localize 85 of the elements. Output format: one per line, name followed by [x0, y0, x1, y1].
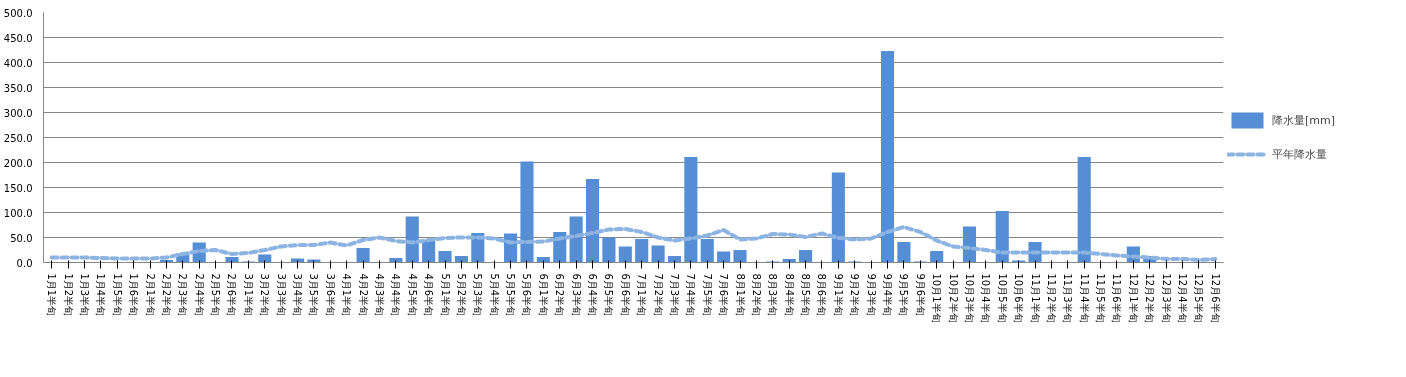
y-tick-label: 400.0 — [3, 57, 33, 69]
legend-label: 平年降水量 — [1272, 146, 1327, 162]
x-tick-label: 1月4半旬 — [95, 273, 107, 317]
x-tick-label: 6月5半旬 — [603, 273, 615, 317]
x-tick-label: 4月2半旬 — [357, 273, 369, 317]
y-tick-label: 250.0 — [3, 132, 33, 144]
y-tick-label: 50.0 — [10, 232, 33, 244]
x-tick-label: 2月4半旬 — [193, 273, 205, 317]
y-tick-label: 300.0 — [3, 107, 33, 119]
x-tick-label: 4月6半旬 — [423, 273, 435, 317]
x-tick-label: 11月4半旬 — [1078, 273, 1090, 323]
x-tick-label: 7月6半旬 — [718, 273, 730, 317]
x-tick-label: 5月1半旬 — [439, 273, 451, 317]
x-tick-label: 5月6半旬 — [521, 273, 533, 317]
x-tick-label: 9月4半旬 — [882, 273, 894, 317]
x-tick-label: 9月5半旬 — [898, 273, 910, 317]
y-tick-label: 200.0 — [3, 157, 33, 169]
legend-label: 降水量[mm] — [1272, 112, 1336, 128]
y-tick-label: 350.0 — [3, 82, 33, 94]
x-tick-label: 3月2半旬 — [259, 273, 271, 317]
x-tick-label: 2月6半旬 — [226, 273, 238, 317]
x-tick-label: 11月3半旬 — [1062, 273, 1074, 323]
x-tick-label: 1月2半旬 — [62, 273, 74, 317]
x-tick-label: 10月3半旬 — [963, 273, 975, 323]
x-tick-label: 8月6半旬 — [816, 273, 828, 317]
x-tick-label: 3月6半旬 — [324, 273, 336, 317]
x-tick-label: 5月5半旬 — [505, 273, 517, 317]
x-tick-label: 3月5半旬 — [308, 273, 320, 317]
x-tick-label: 1月5半旬 — [111, 273, 123, 317]
y-tick-label: 150.0 — [3, 182, 33, 194]
x-tick-label: 11月1半旬 — [1029, 273, 1041, 323]
x-tick-label: 12月4半旬 — [1177, 273, 1189, 323]
x-tick-label: 4月3半旬 — [373, 273, 385, 317]
x-tick-label: 6月2半旬 — [554, 273, 566, 317]
x-tick-label: 8月2半旬 — [750, 273, 762, 317]
x-tick-label: 10月2半旬 — [947, 273, 959, 323]
x-tick-label: 8月1半旬 — [734, 273, 746, 317]
x-tick-label: 6月3半旬 — [570, 273, 582, 317]
x-tick-label: 2月3半旬 — [177, 273, 189, 317]
x-tick-label: 6月4半旬 — [587, 273, 599, 317]
x-tick-label: 8月3半旬 — [767, 273, 779, 317]
x-tick-label: 10月5半旬 — [996, 273, 1008, 323]
x-tick-label: 3月4半旬 — [292, 273, 304, 317]
x-tick-label: 6月1半旬 — [537, 273, 549, 317]
x-tick-label: 7月4半旬 — [685, 273, 697, 317]
x-tick-label: 9月6半旬 — [914, 273, 926, 317]
x-tick-label: 12月6半旬 — [1209, 273, 1221, 323]
x-tick-label: 8月4半旬 — [783, 273, 795, 317]
x-tick-label: 9月2半旬 — [849, 273, 861, 317]
x-tick-label: 4月5半旬 — [406, 273, 418, 317]
x-tick-label: 1月3半旬 — [78, 273, 90, 317]
x-tick-label: 3月3半旬 — [275, 273, 287, 317]
x-tick-label: 12月3半旬 — [1160, 273, 1172, 323]
x-tick-label: 5月2半旬 — [455, 273, 467, 317]
x-tick-label: 7月1半旬 — [636, 273, 648, 317]
y-tick-label: 0.0 — [16, 257, 33, 269]
x-tick-label: 11月5半旬 — [1095, 273, 1107, 323]
x-tick-label: 9月1半旬 — [832, 273, 844, 317]
x-tick-label: 8月5半旬 — [800, 273, 812, 317]
x-tick-label: 7月5半旬 — [701, 273, 713, 317]
y-tick-label: 500.0 — [3, 7, 33, 19]
x-tick-label: 4月4半旬 — [390, 273, 402, 317]
x-tick-label: 12月1半旬 — [1127, 273, 1139, 323]
x-tick-label: 10月1半旬 — [931, 273, 943, 323]
x-tick-label: 2月5半旬 — [210, 273, 222, 317]
x-tick-label: 12月2半旬 — [1144, 273, 1156, 323]
x-tick-label: 1月1半旬 — [46, 273, 58, 317]
x-tick-label: 5月3半旬 — [472, 273, 484, 317]
x-tick-label: 12月5半旬 — [1193, 273, 1205, 323]
x-tick-label: 4月1半旬 — [341, 273, 353, 317]
x-tick-label: 7月2半旬 — [652, 273, 664, 317]
x-tick-label: 3月1半旬 — [242, 273, 254, 317]
x-tick-label: 6月6半旬 — [619, 273, 631, 317]
x-tick-label: 10月6半旬 — [1013, 273, 1025, 323]
x-tick-label: 10月4半旬 — [980, 273, 992, 323]
x-tick-label: 2月1半旬 — [144, 273, 156, 317]
x-tick-label: 11月6半旬 — [1111, 273, 1123, 323]
x-tick-label: 9月3半旬 — [865, 273, 877, 317]
x-tick-label: 11月2半旬 — [1045, 273, 1057, 323]
x-tick-label: 7月3半旬 — [668, 273, 680, 317]
x-tick-label: 2月2半旬 — [160, 273, 172, 317]
y-tick-label: 450.0 — [3, 32, 33, 44]
x-tick-label: 5月4半旬 — [488, 273, 500, 317]
y-tick-label: 100.0 — [3, 207, 33, 219]
x-tick-label: 1月6半旬 — [128, 273, 140, 317]
